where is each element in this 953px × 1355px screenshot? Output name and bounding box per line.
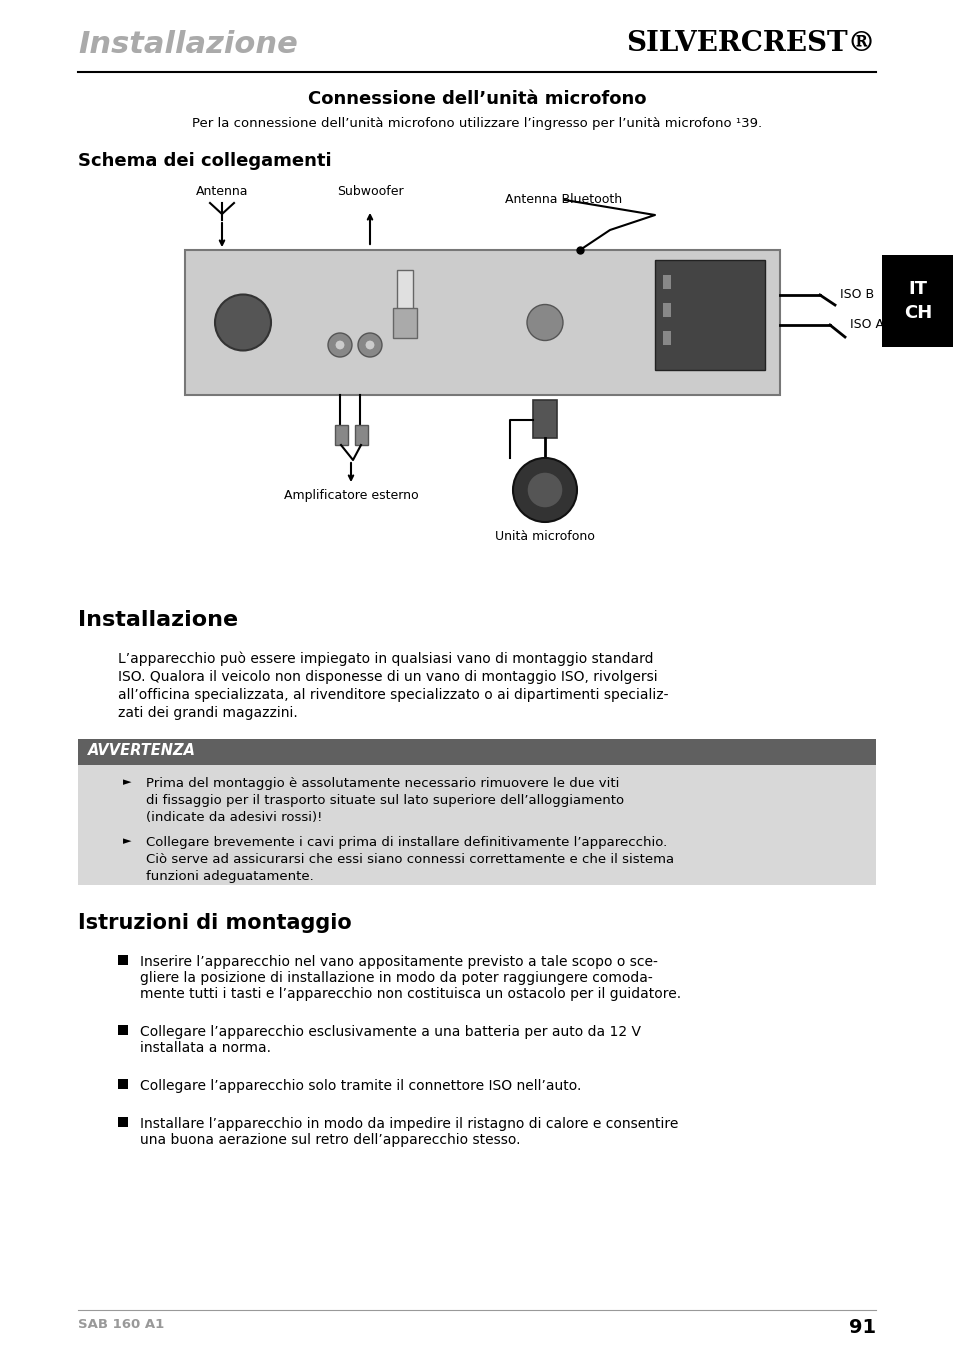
Circle shape [526, 472, 562, 508]
Text: Collegare l’apparecchio solo tramite il connettore ISO nell’auto.: Collegare l’apparecchio solo tramite il … [140, 1079, 580, 1093]
Bar [662, 331, 670, 346]
Circle shape [214, 294, 271, 351]
Text: mente tutti i tasti e l’apparecchio non costituisca un ostacolo per il guidatore: mente tutti i tasti e l’apparecchio non … [140, 986, 680, 1001]
Text: ►: ► [123, 776, 132, 787]
Bar [662, 304, 670, 317]
Circle shape [513, 458, 577, 522]
Text: Amplificatore esterno: Amplificatore esterno [283, 489, 417, 501]
Text: Installazione: Installazione [78, 610, 238, 630]
Bar [662, 275, 670, 289]
Text: 91: 91 [848, 1318, 875, 1337]
Bar [78, 766, 875, 885]
Bar [396, 270, 413, 331]
Bar [393, 308, 416, 337]
Text: Per la connessione dell’unità microfono utilizzare l’ingresso per l’unità microf: Per la connessione dell’unità microfono … [192, 117, 761, 130]
Text: Antenna: Antenna [195, 186, 248, 198]
Bar [882, 255, 953, 347]
Text: installata a norma.: installata a norma. [140, 1041, 271, 1056]
Text: Istruzioni di montaggio: Istruzioni di montaggio [78, 913, 352, 934]
Text: funzioni adeguatamente.: funzioni adeguatamente. [146, 870, 314, 883]
Text: Collegare l’apparecchio esclusivamente a una batteria per auto da 12 V: Collegare l’apparecchio esclusivamente a… [140, 1024, 640, 1039]
Text: Installazione: Installazione [78, 30, 297, 60]
Text: Subwoofer: Subwoofer [336, 186, 403, 198]
Bar [533, 400, 557, 438]
Circle shape [526, 305, 562, 340]
Text: ISO. Qualora il veicolo non disponesse di un vano di montaggio ISO, rivolgersi: ISO. Qualora il veicolo non disponesse d… [118, 669, 657, 684]
Bar [335, 425, 348, 444]
Text: Inserire l’apparecchio nel vano appositamente previsto a tale scopo o sce-: Inserire l’apparecchio nel vano apposita… [140, 955, 658, 969]
Text: Ciò serve ad assicurarsi che essi siano connessi correttamente e che il sistema: Ciò serve ad assicurarsi che essi siano … [146, 854, 674, 866]
Text: ►: ► [123, 836, 132, 846]
Bar [655, 260, 764, 370]
Text: SAB 160 A1: SAB 160 A1 [78, 1318, 164, 1331]
Bar [118, 1024, 128, 1035]
Text: gliere la posizione di installazione in modo da poter raggiungere comoda-: gliere la posizione di installazione in … [140, 972, 652, 985]
Circle shape [357, 333, 381, 356]
Circle shape [335, 340, 345, 350]
Text: Unità microfono: Unità microfono [495, 530, 595, 543]
Text: Collegare brevemente i cavi prima di installare definitivamente l’apparecchio.: Collegare brevemente i cavi prima di ins… [146, 836, 666, 850]
Bar [185, 251, 780, 396]
Bar [355, 425, 368, 444]
Text: Connessione dell’unità microfono: Connessione dell’unità microfono [308, 89, 645, 108]
Bar [78, 738, 875, 766]
Text: SILVERCREST®: SILVERCREST® [626, 30, 875, 57]
Text: ISO A: ISO A [849, 318, 883, 331]
Text: una buona aerazione sul retro dell’apparecchio stesso.: una buona aerazione sul retro dell’appar… [140, 1133, 520, 1146]
Text: IT
CH: IT CH [902, 279, 931, 322]
Text: L’apparecchio può essere impiegato in qualsiasi vano di montaggio standard: L’apparecchio può essere impiegato in qu… [118, 652, 653, 667]
Text: Schema dei collegamenti: Schema dei collegamenti [78, 152, 332, 169]
Text: all’officina specializzata, al rivenditore specializzato o ai dipartimenti speci: all’officina specializzata, al rivendito… [118, 688, 668, 702]
Text: zati dei grandi magazzini.: zati dei grandi magazzini. [118, 706, 297, 720]
Text: Installare l’apparecchio in modo da impedire il ristagno di calore e consentire: Installare l’apparecchio in modo da impe… [140, 1117, 678, 1131]
Text: Prima del montaggio è assolutamente necessario rimuovere le due viti: Prima del montaggio è assolutamente nece… [146, 776, 618, 790]
Bar [118, 1079, 128, 1089]
Text: ISO B: ISO B [840, 289, 873, 301]
Circle shape [365, 340, 375, 350]
Text: AVVERTENZA: AVVERTENZA [88, 743, 195, 757]
Text: Antenna Bluetooth: Antenna Bluetooth [504, 192, 621, 206]
Circle shape [328, 333, 352, 356]
Bar [118, 1117, 128, 1127]
Text: (indicate da adesivi rossi)!: (indicate da adesivi rossi)! [146, 812, 322, 824]
Bar [118, 955, 128, 965]
Text: di fissaggio per il trasporto situate sul lato superiore dell’alloggiamento: di fissaggio per il trasporto situate su… [146, 794, 623, 808]
